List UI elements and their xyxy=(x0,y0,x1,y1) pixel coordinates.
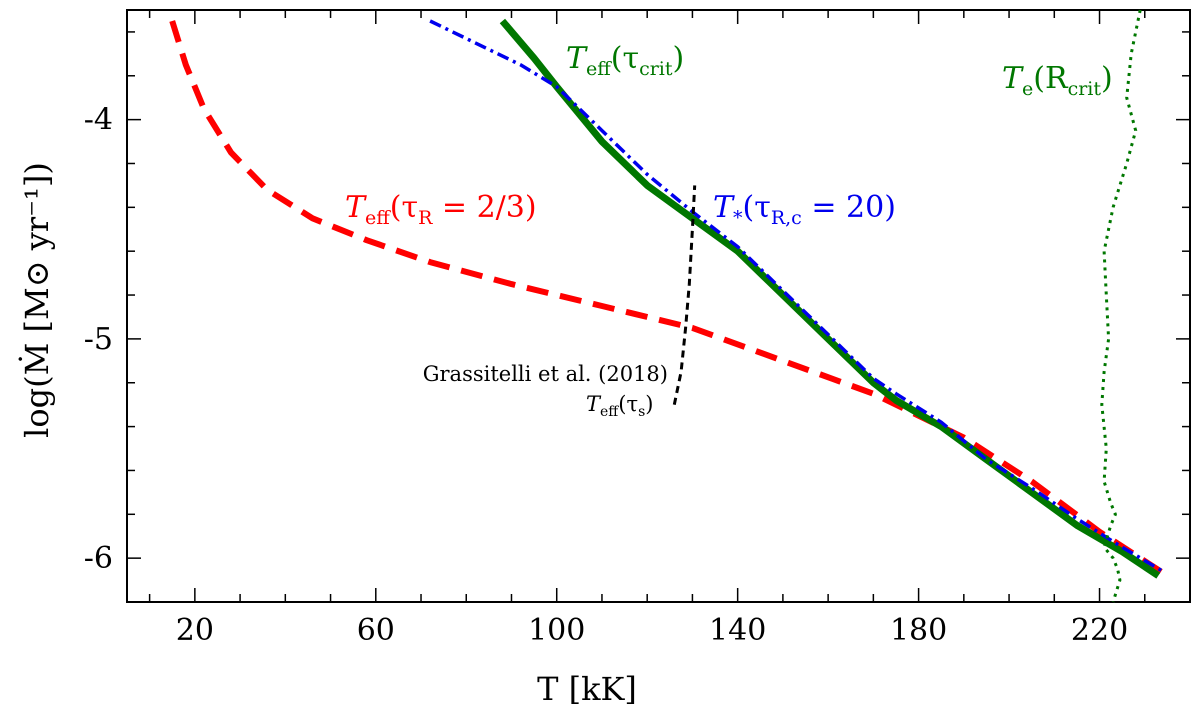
series-line-2 xyxy=(429,19,1164,573)
series-line-1 xyxy=(499,18,1161,579)
annotation-green-solid-label: Teff(τcrit) xyxy=(566,41,684,80)
series-line-3 xyxy=(1100,9,1142,603)
series-line-4 xyxy=(672,185,697,406)
x-axis-title: T [kK] xyxy=(537,670,637,708)
y-tick-label: -5 xyxy=(84,322,113,357)
x-tick-label: 20 xyxy=(176,613,214,648)
y-axis-title: log(Ṁ [M⊙ yr⁻¹]) xyxy=(18,162,56,438)
tick-marks xyxy=(127,10,1190,603)
y-tick-label: -4 xyxy=(84,103,113,138)
annotation-blue-label: T*(τR,c = 20) xyxy=(713,190,896,229)
annotation-green-dotted-label: Te(Rcrit) xyxy=(1002,61,1113,100)
x-tick-label: 220 xyxy=(1071,613,1128,648)
series-layer xyxy=(169,9,1170,603)
tick-labels: 20 60 100 140 180 220 -4 -5 -6 xyxy=(84,103,1128,648)
plot-frame xyxy=(126,9,1191,603)
x-tick-label: 100 xyxy=(528,613,585,648)
y-tick-label: -6 xyxy=(84,541,113,576)
x-axis-title-text: T [kK] xyxy=(537,670,637,708)
x-tick-label: 60 xyxy=(357,613,395,648)
x-tick-label: 180 xyxy=(890,613,947,648)
series-line-0 xyxy=(169,20,1170,579)
annotation-red-label: Teff(τR = 2/3) xyxy=(345,190,537,229)
annotation-grassitelli-citation: Grassitelli et al. (2018) xyxy=(423,362,668,386)
annotation-black-label: Teff(τs) xyxy=(586,392,653,420)
x-tick-label: 140 xyxy=(709,613,766,648)
